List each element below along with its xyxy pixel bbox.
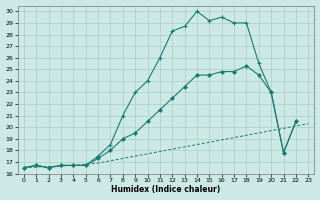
- X-axis label: Humidex (Indice chaleur): Humidex (Indice chaleur): [111, 185, 221, 194]
